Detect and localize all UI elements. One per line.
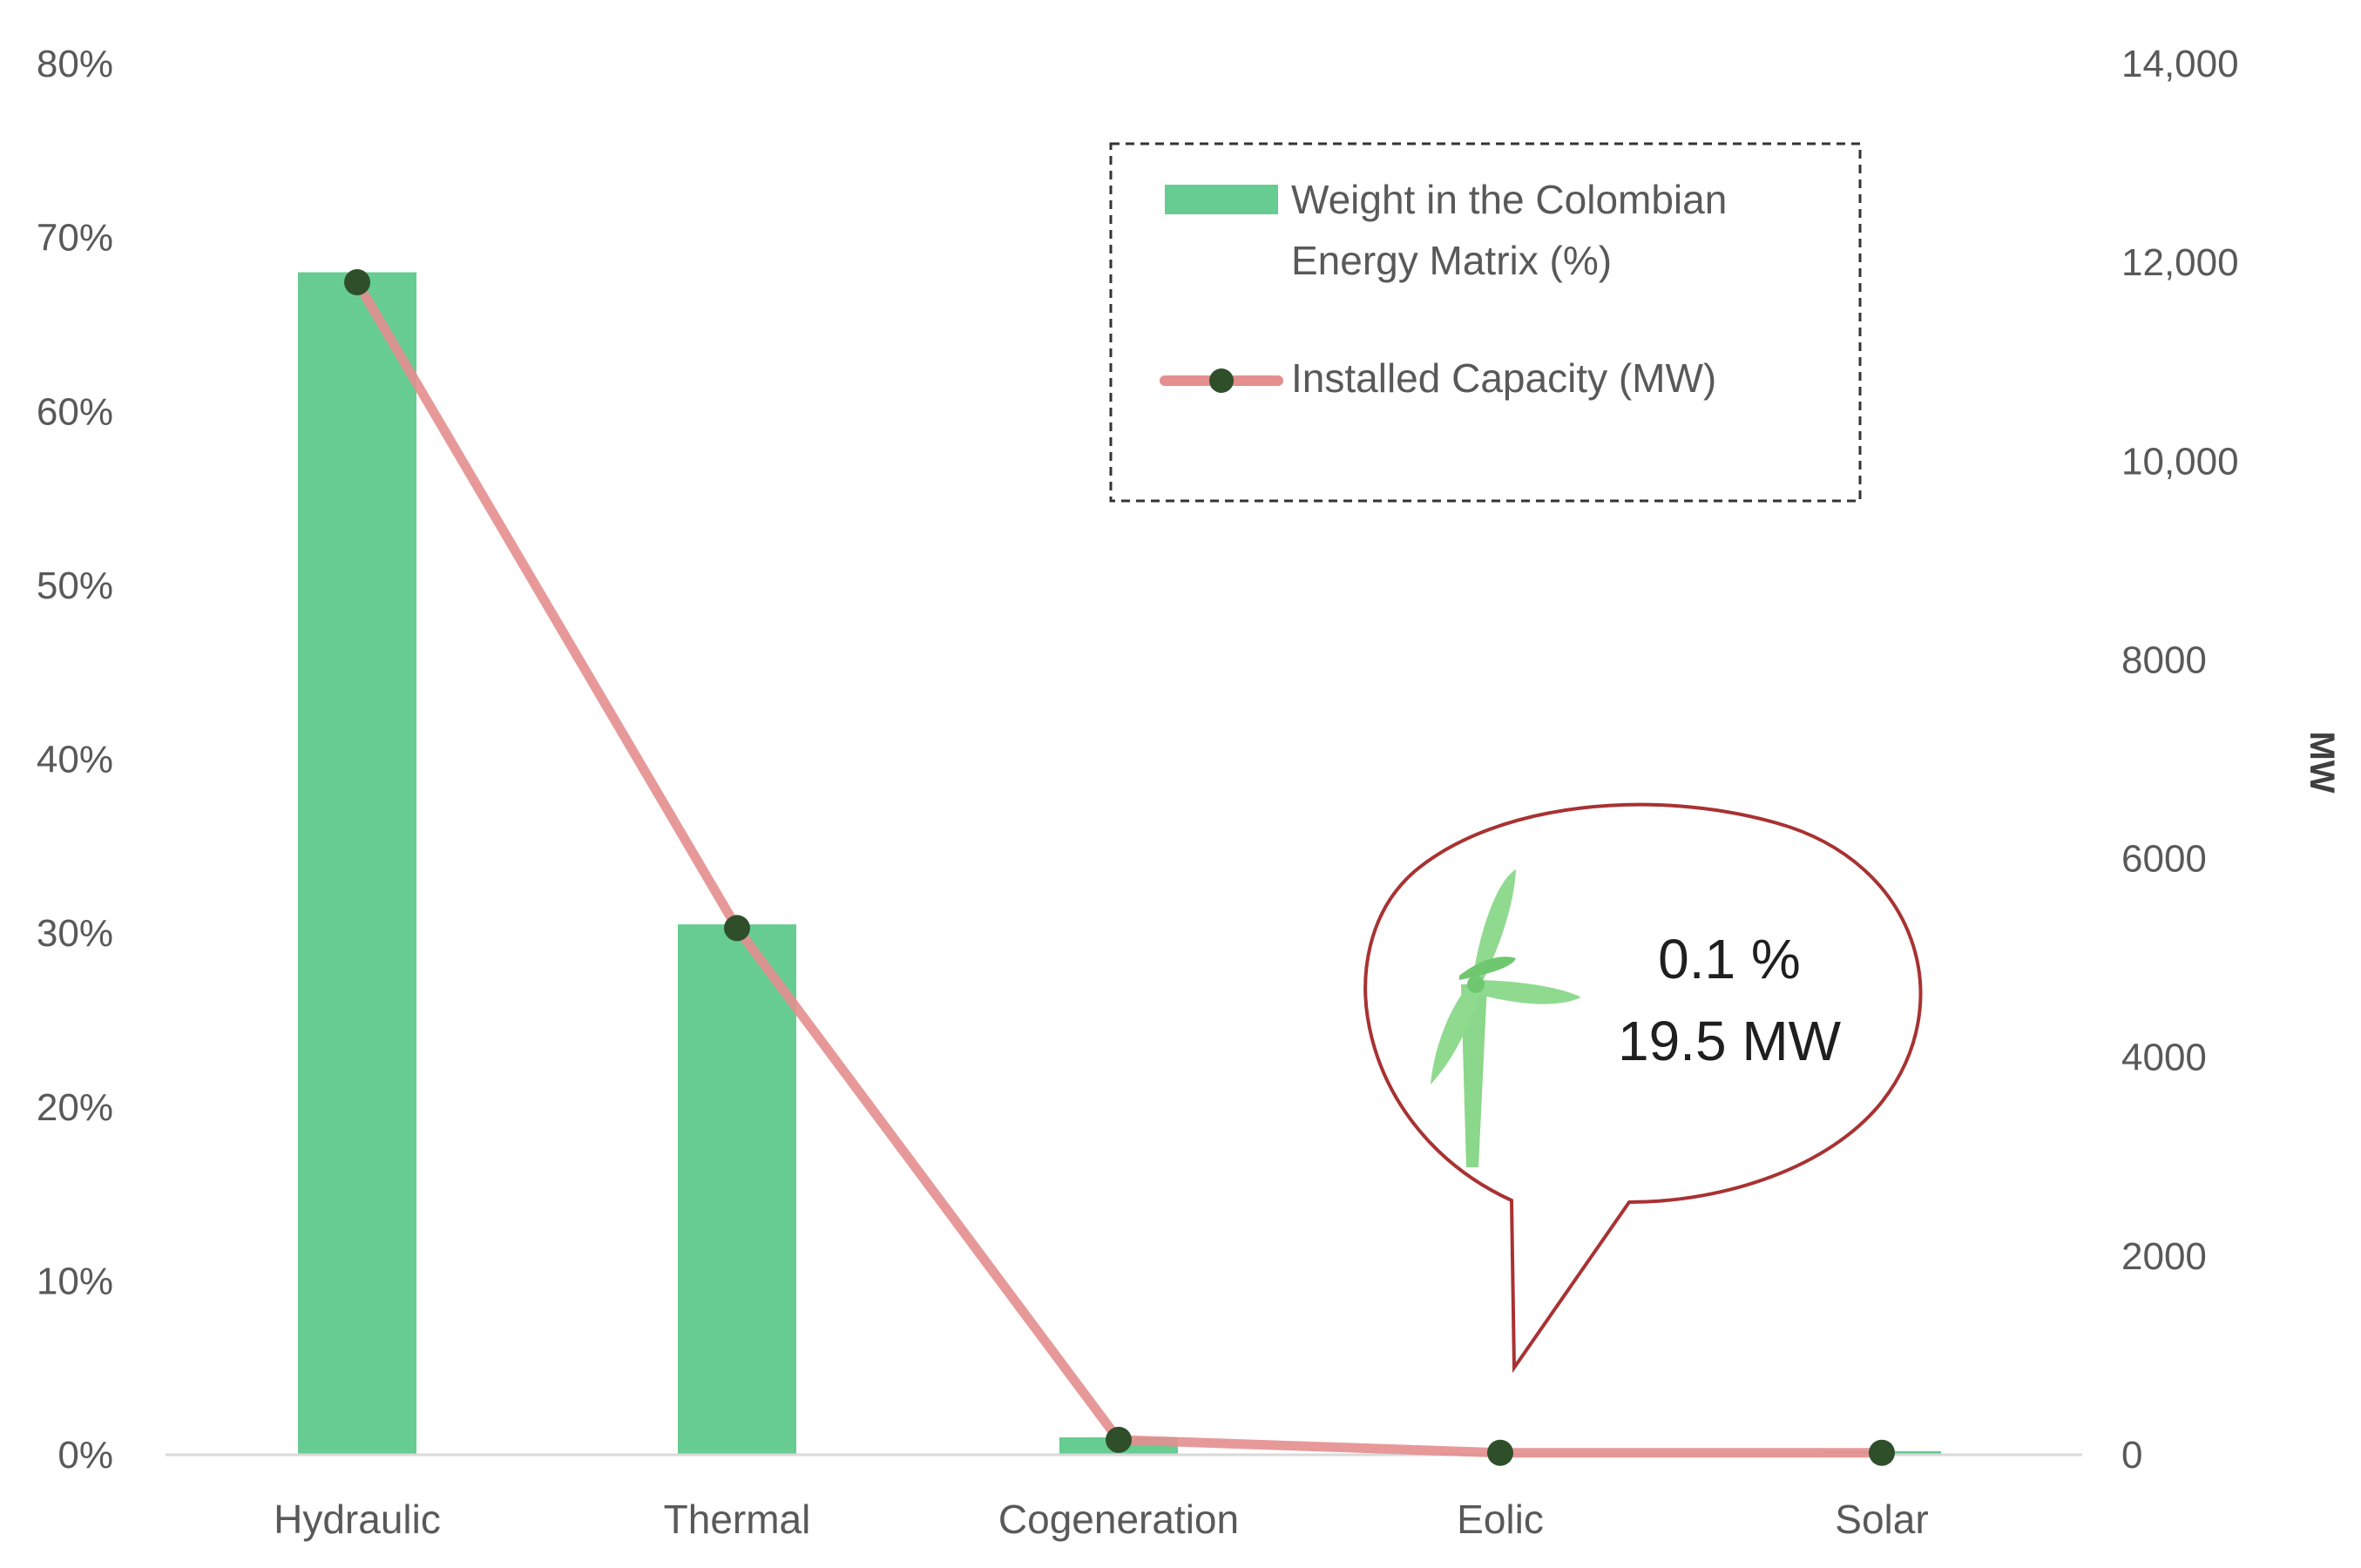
marker-eolic <box>1487 1439 1513 1466</box>
category-label-eolic: Eolic <box>1457 1497 1544 1542</box>
marker-hydraulic <box>344 268 370 295</box>
left-tick-label: 30% <box>37 912 113 955</box>
left-tick-label: 80% <box>37 43 113 85</box>
right-tick-label: 0 <box>2121 1434 2142 1477</box>
callout-line-2: 19.5 MW <box>1618 1010 1842 1072</box>
left-tick-label: 0% <box>58 1434 113 1477</box>
bar-series <box>298 272 1941 1455</box>
legend-label-bar-line1: Weight in the Colombian <box>1291 177 1727 222</box>
right-tick-label: 4000 <box>2121 1037 2207 1079</box>
callout-bubble: 0.1 % 19.5 MW <box>1363 802 1923 1374</box>
marker-cogeneration <box>1106 1426 1132 1453</box>
bar-hydraulic <box>298 272 416 1455</box>
legend-label-bar-line2: Energy Matrix (%) <box>1291 238 1612 283</box>
right-tick-label: 14,000 <box>2121 43 2239 85</box>
category-labels: Hydraulic Thermal Cogeneration Eolic Solar <box>274 1497 1929 1542</box>
callout-line-1: 0.1 % <box>1658 928 1801 990</box>
legend-label-line: Installed Capacity (MW) <box>1291 355 1716 401</box>
left-tick-label: 10% <box>37 1260 113 1302</box>
right-tick-label: 12,000 <box>2121 241 2239 284</box>
left-tick-label: 40% <box>37 739 113 781</box>
right-tick-label: 10,000 <box>2121 440 2239 483</box>
legend-swatch-bar <box>1165 185 1278 214</box>
category-label-thermal: Thermal <box>664 1497 811 1542</box>
left-axis-ticks: 0% 10% 20% 30% 40% 50% 60% 70% 80% <box>37 43 113 1477</box>
legend-swatch-marker <box>1209 368 1234 393</box>
left-tick-label: 60% <box>37 390 113 433</box>
right-tick-label: 2000 <box>2121 1235 2207 1278</box>
marker-thermal <box>724 915 750 942</box>
legend-border <box>1109 142 1862 503</box>
right-tick-label: 6000 <box>2121 838 2207 881</box>
category-label-hydraulic: Hydraulic <box>274 1497 441 1542</box>
right-axis-title: MW <box>2303 731 2341 793</box>
category-label-cogeneration: Cogeneration <box>998 1497 1239 1542</box>
left-tick-label: 20% <box>37 1086 113 1129</box>
left-tick-label: 50% <box>37 564 113 607</box>
marker-solar <box>1869 1439 1895 1466</box>
right-axis-ticks: 0 2000 4000 6000 8000 10,000 12,000 14,000 <box>2121 43 2239 1477</box>
right-tick-label: 8000 <box>2121 639 2207 681</box>
callout-outline <box>1363 802 1923 1374</box>
legend: Weight in the Colombian Energy Matrix (%… <box>1109 142 1862 503</box>
wind-turbine-icon <box>1431 869 1581 1167</box>
bar-thermal <box>678 924 796 1455</box>
line-series <box>344 268 1895 1466</box>
left-tick-label: 70% <box>37 217 113 260</box>
category-label-solar: Solar <box>1835 1497 1928 1542</box>
